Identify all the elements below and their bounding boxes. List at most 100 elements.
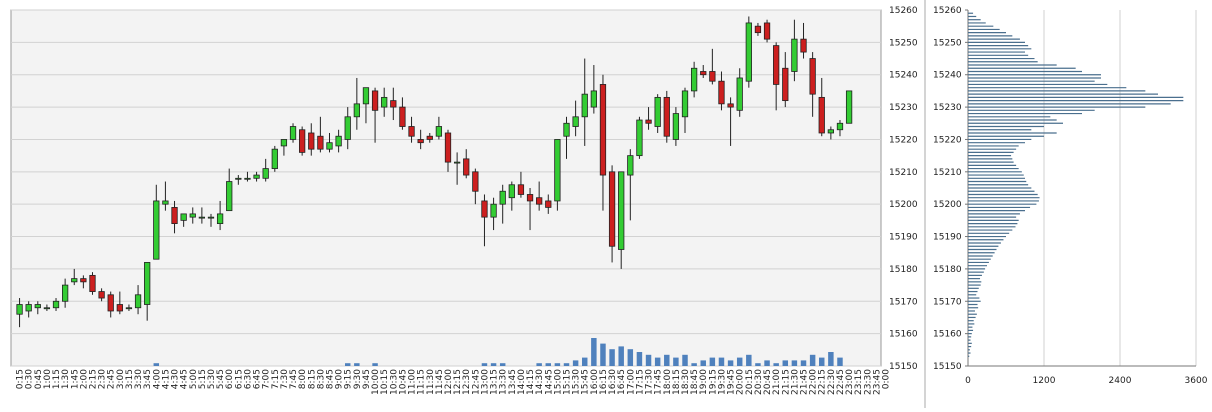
candle-up [289, 126, 297, 140]
x-tick-label: 3:15 [125, 369, 135, 389]
y-tick-label: 15220 [889, 135, 918, 145]
x-tick-label: 2:45 [107, 369, 117, 389]
x-tick-label: 19:45 [727, 369, 737, 395]
profile-y-tick-label: 15190 [933, 233, 962, 243]
candle-down [663, 96, 670, 137]
candle-down [526, 194, 534, 202]
candle-down [299, 129, 306, 153]
x-tick-label: 16:30 [608, 369, 618, 395]
candle-down [444, 132, 452, 163]
y-tick-label: 15260 [889, 6, 918, 16]
candle-down [308, 132, 315, 150]
x-tick-label: 19:30 [717, 369, 727, 395]
profile-y-tick-label: 15250 [933, 38, 962, 48]
candle-up [381, 96, 388, 108]
volume-bar [582, 357, 588, 366]
x-tick-label: 22:45 [836, 369, 846, 395]
candle-down [773, 45, 780, 85]
candle-down [89, 274, 96, 292]
candle-up [271, 148, 278, 169]
volume-bar [791, 360, 798, 366]
candle-up [198, 216, 206, 219]
x-tick-label: 20:15 [745, 369, 755, 395]
candle-up [563, 122, 570, 137]
x-tick-label: 19:15 [708, 369, 718, 395]
x-tick-label: 14:45 [544, 369, 554, 395]
profile-y-tick-label: 15150 [933, 362, 962, 372]
x-tick-label: 9:45 [362, 369, 372, 389]
volume-bar [828, 352, 834, 366]
profile-x-tick-label: 2400 [1109, 376, 1132, 386]
candle-down [800, 38, 807, 53]
candle-up [134, 294, 142, 309]
profile-y-tick-label: 15180 [933, 265, 962, 275]
volume-bar [736, 357, 743, 366]
profile-x-tick-label: 1200 [1033, 376, 1056, 386]
x-tick-label: 15:30 [572, 369, 582, 395]
candle-down [645, 119, 652, 124]
x-tick-label: 20:00 [736, 369, 746, 395]
y-tick-label: 15200 [889, 200, 918, 210]
candle-up [435, 126, 443, 137]
x-tick-label: 17:30 [645, 369, 655, 395]
candle-up [499, 190, 506, 205]
candle-down [481, 200, 488, 218]
candle-up [736, 77, 743, 111]
candle-up [362, 87, 370, 105]
volume-bar [773, 363, 779, 366]
x-tick-label: 18:30 [681, 369, 691, 395]
volume-bar [800, 360, 807, 366]
volume-bar [718, 357, 725, 366]
x-tick-label: 0:15 [16, 369, 26, 389]
y-tick-label: 15160 [889, 330, 918, 340]
x-tick-label: 4:30 [171, 369, 181, 389]
candle-down [599, 84, 607, 176]
x-tick-label: 13:30 [499, 369, 509, 395]
candle-down [417, 139, 424, 144]
volume-bar [819, 357, 825, 366]
x-tick-label: 15:15 [563, 369, 573, 395]
candle-up [672, 113, 680, 140]
candle-down [98, 291, 105, 299]
x-tick-label: 6:30 [243, 369, 253, 389]
x-tick-label: 16:00 [590, 369, 600, 395]
volume-bar [545, 363, 552, 366]
volume-bar [654, 357, 661, 366]
y-tick-label: 15240 [889, 71, 918, 81]
candle-up [226, 181, 233, 212]
x-tick-label: 8:30 [316, 369, 326, 389]
candle-up [508, 184, 515, 199]
volume-bar [344, 363, 351, 366]
candle-up [335, 135, 342, 147]
x-tick-label: 2:15 [88, 369, 98, 389]
y-tick-label: 15180 [889, 265, 918, 275]
candle-up [554, 139, 561, 202]
x-tick-label: 23:15 [854, 369, 864, 395]
volume-bar [591, 338, 597, 366]
candle-up [189, 213, 196, 218]
x-tick-label: 8:00 [298, 369, 308, 389]
x-tick-label: 15:00 [553, 369, 563, 395]
x-tick-label: 11:30 [426, 369, 436, 395]
candle-up [745, 22, 752, 82]
x-tick-label: 17:15 [635, 369, 645, 395]
x-tick-label: 7:45 [289, 369, 299, 389]
x-tick-label: 6:15 [234, 369, 244, 389]
x-tick-label: 21:00 [772, 369, 782, 395]
candle-up [180, 213, 187, 221]
candle-up [253, 174, 260, 179]
x-tick-label: 23:30 [863, 369, 873, 395]
candle-up [280, 139, 288, 147]
candle-up [235, 177, 242, 180]
x-tick-label: 11:45 [435, 369, 445, 395]
x-tick-label: 9:00 [335, 369, 345, 389]
candle-down [809, 58, 816, 95]
volume-profile-panel: 0 1200 2400 3600 15150 15160 15170 15180 15190 15… [924, 0, 1208, 408]
candle-down [390, 100, 397, 108]
candle-up [654, 96, 661, 127]
x-tick-label: 21:45 [800, 369, 810, 395]
x-tick-label: 8:45 [325, 369, 335, 389]
x-tick-label: 14:30 [535, 369, 545, 395]
profile-x-tick-label: 3600 [1185, 376, 1208, 386]
